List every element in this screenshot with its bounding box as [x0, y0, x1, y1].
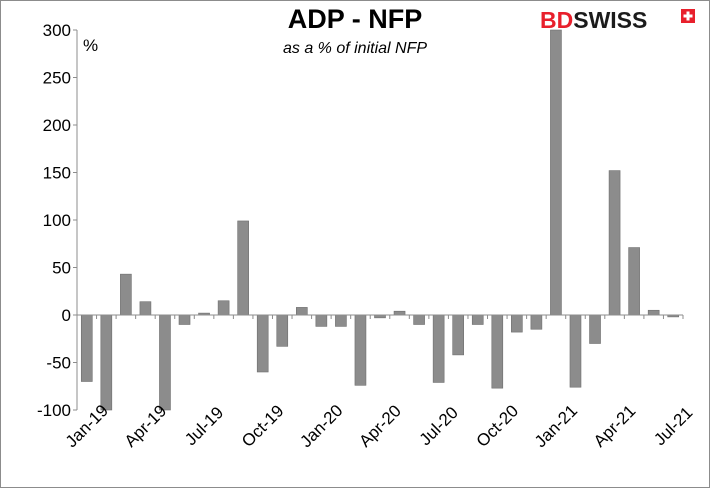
bar-Jun-20	[413, 314, 425, 325]
x-tick-label: Apr-20	[355, 401, 405, 451]
bar-Feb-21	[569, 314, 582, 388]
bar-Mar-20	[354, 314, 367, 386]
bar-Apr-19	[139, 301, 152, 316]
y-tick-label: 300	[43, 21, 71, 40]
bar-Apr-21	[608, 170, 621, 316]
bar-Nov-20	[511, 314, 523, 333]
brand-logo: BDSWISS	[540, 7, 647, 34]
bar-Jan-20	[315, 314, 328, 327]
bar-Aug-19	[217, 300, 230, 316]
bar-Aug-20	[452, 314, 464, 356]
x-tick-label: Jan-21	[531, 401, 581, 451]
y-tick-label: 200	[43, 116, 71, 135]
bar-Sep-19	[237, 220, 249, 316]
y-tick-label: -100	[37, 401, 71, 420]
bar-Feb-20	[335, 314, 347, 327]
bar-Oct-19	[256, 314, 269, 373]
bar-Feb-19	[100, 314, 113, 411]
bar-Jun-19	[178, 314, 191, 325]
y-tick-label: -50	[46, 354, 71, 373]
brand-logo-part2: SWISS	[573, 7, 648, 33]
bar-May-19	[159, 314, 171, 411]
x-tick-label: Jul-21	[650, 403, 696, 449]
bar-May-20	[393, 310, 406, 316]
y-tick-label: 250	[43, 69, 71, 88]
bar-Jun-21	[647, 309, 660, 316]
chart-subtitle: as a % of initial NFP	[282, 40, 428, 57]
bar-May-21	[628, 247, 640, 316]
bar-Dec-19	[296, 307, 308, 316]
x-tick-label: Jul-20	[416, 403, 462, 449]
bar-Jan-19	[80, 314, 93, 382]
x-tick-label: Apr-19	[121, 401, 171, 451]
y-tick-label: 100	[43, 211, 71, 230]
bar-Jul-20	[432, 314, 445, 383]
bar-Jan-21	[550, 29, 562, 316]
bar-Mar-19	[120, 273, 132, 316]
x-tick-label: Jul-19	[181, 403, 227, 449]
bar-Oct-20	[491, 314, 504, 389]
x-tick-label: Jan-20	[296, 401, 346, 451]
bar-Sep-20	[471, 314, 484, 325]
y-axis-unit-label: %	[83, 36, 99, 55]
chart-title: ADP - NFP	[287, 4, 423, 34]
x-tick-label: Apr-21	[590, 401, 640, 451]
x-tick-label: Oct-20	[473, 401, 523, 451]
bar-Mar-21	[589, 314, 601, 344]
plus-cross-icon	[681, 9, 695, 23]
bar-Nov-19	[276, 314, 289, 347]
brand-logo-part1: BD	[540, 7, 574, 33]
x-tick-label: Oct-19	[238, 401, 288, 451]
y-tick-label: 150	[43, 164, 71, 183]
bar-Dec-20	[530, 314, 543, 330]
y-tick-label: 0	[62, 306, 71, 325]
y-tick-label: 50	[52, 259, 71, 278]
